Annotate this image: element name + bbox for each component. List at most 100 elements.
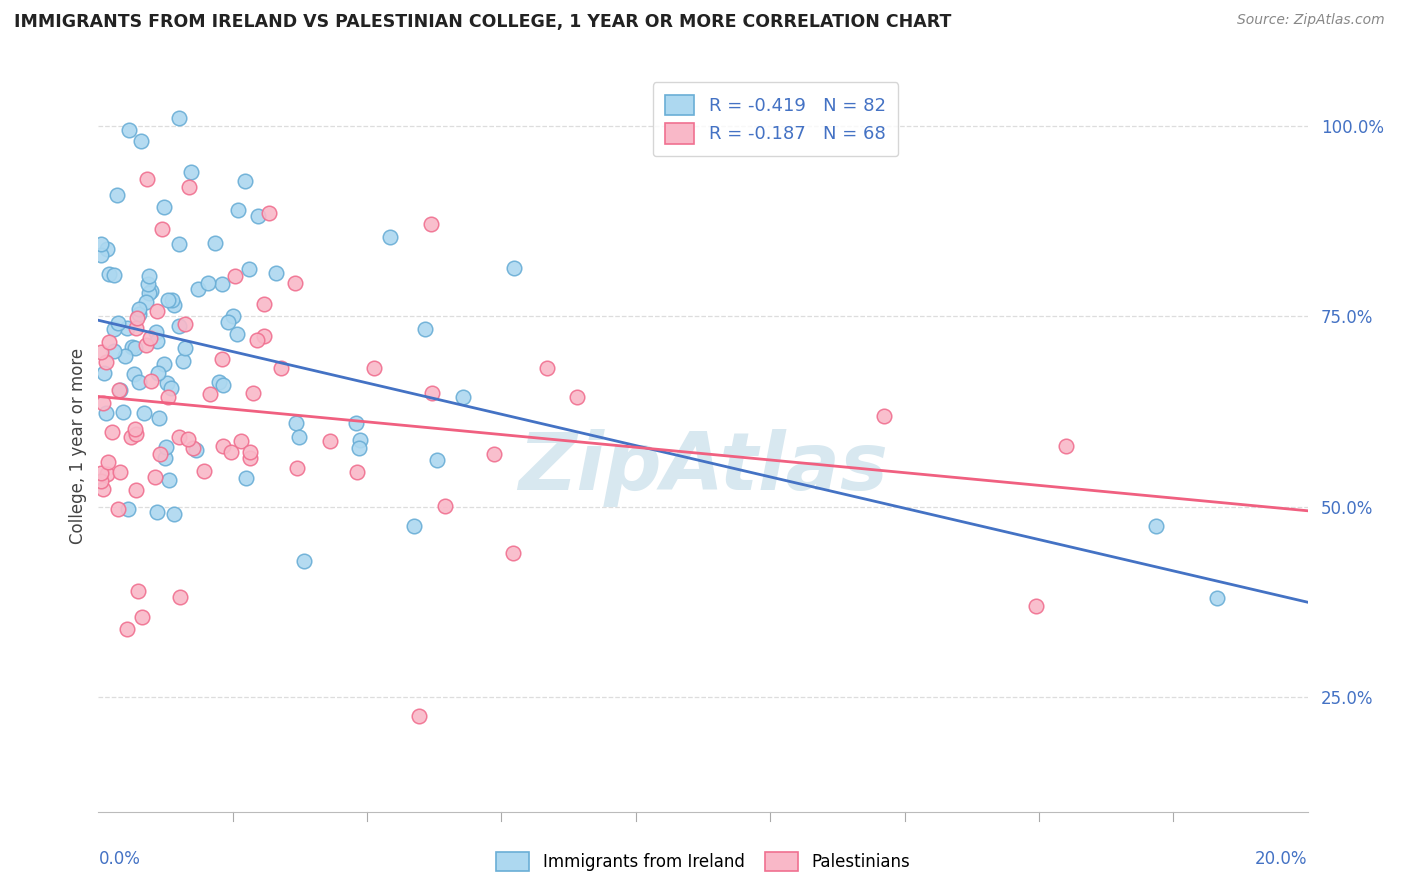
Point [235, 174, 257, 188]
Point [246, 209, 269, 223]
Point [124, 422, 146, 436]
Point [146, 366, 169, 380]
Point [179, 180, 201, 194]
Point [177, 432, 200, 446]
Point [200, 387, 222, 401]
Point [292, 554, 315, 568]
Point [245, 333, 267, 347]
Point [197, 276, 219, 290]
Point [115, 321, 138, 335]
Point [136, 277, 159, 291]
Point [502, 261, 524, 276]
Point [484, 447, 506, 461]
Point [212, 439, 235, 453]
Point [90, 466, 112, 480]
Point [174, 341, 197, 355]
Point [253, 297, 276, 311]
Point [344, 416, 367, 430]
Point [90, 248, 112, 262]
Point [93, 366, 115, 380]
Point [145, 325, 167, 339]
Point [91, 482, 114, 496]
Point [157, 473, 180, 487]
Point [349, 441, 371, 455]
Point [108, 383, 131, 397]
Point [135, 172, 157, 186]
Text: 20.0%: 20.0% [1256, 850, 1308, 868]
Point [155, 451, 177, 466]
Point [239, 451, 262, 466]
Point [413, 322, 436, 336]
Point [145, 334, 167, 349]
Text: ZipAtlas: ZipAtlas [517, 429, 889, 507]
Point [211, 277, 233, 292]
Point [167, 319, 190, 334]
Point [134, 405, 156, 419]
Point [122, 367, 145, 381]
Point [167, 112, 190, 126]
Point [226, 203, 249, 218]
Point [117, 501, 139, 516]
Point [363, 361, 385, 376]
Point [229, 434, 252, 448]
Point [97, 268, 120, 282]
Point [125, 426, 148, 441]
Point [121, 340, 143, 354]
Point [153, 357, 176, 371]
Point [108, 384, 131, 398]
Point [169, 236, 191, 251]
Point [211, 351, 233, 366]
Point [129, 134, 152, 148]
Point [404, 519, 426, 533]
Point [97, 455, 120, 469]
Point [156, 391, 179, 405]
Text: IMMIGRANTS FROM IRELAND VS PALESTINIAN COLLEGE, 1 YEAR OR MORE CORRELATION CHART: IMMIGRANTS FROM IRELAND VS PALESTINIAN C… [14, 13, 952, 31]
Point [208, 376, 231, 390]
Point [149, 447, 172, 461]
Point [160, 293, 183, 308]
Point [167, 430, 190, 444]
Point [139, 285, 162, 299]
Point [153, 200, 176, 214]
Point [146, 303, 169, 318]
Point [172, 354, 194, 368]
Point [219, 445, 242, 459]
Point [1024, 599, 1046, 613]
Point [128, 301, 150, 316]
Point [174, 317, 197, 331]
Point [1054, 439, 1077, 453]
Point [94, 407, 117, 421]
Point [124, 341, 146, 355]
Point [131, 610, 153, 624]
Point [270, 360, 292, 375]
Point [451, 390, 474, 404]
Point [103, 322, 125, 336]
Point [107, 502, 129, 516]
Point [156, 293, 179, 307]
Point [212, 378, 235, 392]
Point [156, 376, 179, 390]
Point [120, 430, 142, 444]
Point [90, 475, 112, 489]
Point [110, 466, 132, 480]
Point [125, 321, 148, 335]
Point [135, 294, 157, 309]
Point [565, 390, 588, 404]
Point [127, 310, 149, 325]
Point [181, 441, 204, 455]
Point [318, 434, 340, 449]
Point [128, 307, 150, 321]
Point [127, 583, 149, 598]
Point [222, 309, 245, 323]
Point [128, 376, 150, 390]
Point [96, 243, 118, 257]
Point [115, 622, 138, 636]
Point [536, 361, 558, 376]
Point [103, 344, 125, 359]
Text: Source: ZipAtlas.com: Source: ZipAtlas.com [1237, 13, 1385, 28]
Point [148, 411, 170, 425]
Point [90, 236, 112, 251]
Point [239, 445, 262, 459]
Point [118, 123, 141, 137]
Point [125, 483, 148, 498]
